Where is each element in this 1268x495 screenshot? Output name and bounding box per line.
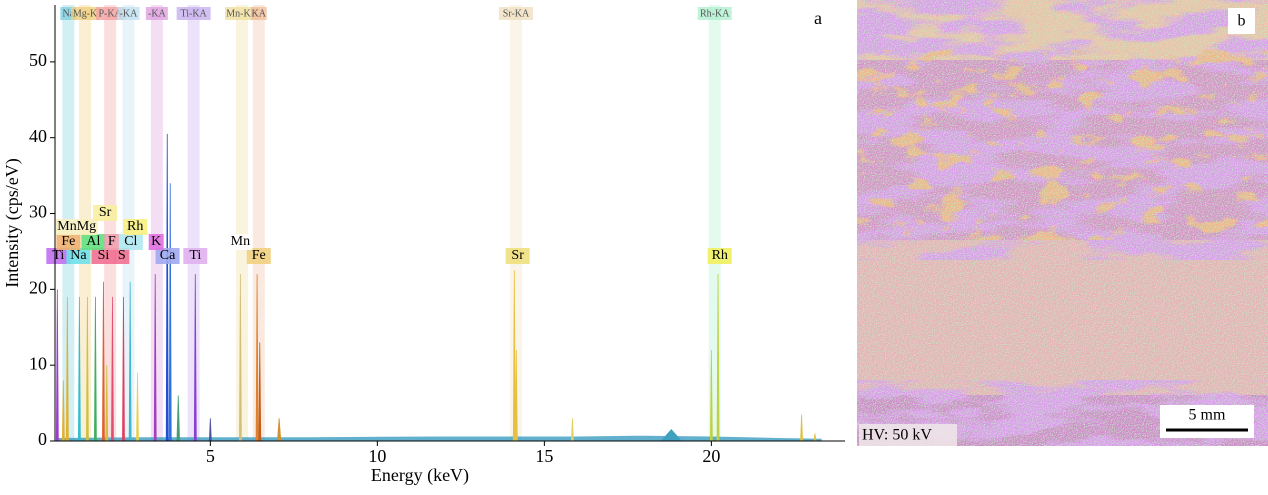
y-tick-label: 40 (29, 126, 47, 146)
element-label: Al (86, 234, 100, 249)
y-tick-label: 50 (29, 50, 47, 70)
line-label-box (145, 7, 168, 20)
element-label-box (148, 234, 164, 250)
element-label-box (123, 219, 148, 235)
element-label: Mn (231, 234, 250, 249)
line-label: Ti-KA (180, 8, 207, 19)
line-label-box (225, 7, 260, 20)
element-label-box (93, 205, 118, 221)
line-label-box (250, 7, 267, 20)
y-tick-label: 20 (29, 277, 47, 297)
line-label: Na (63, 8, 75, 19)
element-label: F (108, 234, 116, 249)
y-tick-label: 30 (29, 202, 47, 222)
element-label: Ti (52, 248, 64, 263)
element-label-box (155, 248, 180, 264)
line-label: Rh-KA (700, 8, 730, 19)
y-tick-label: 0 (38, 429, 47, 449)
line-band (150, 5, 163, 441)
peak (813, 433, 817, 442)
line-label: P-KA (98, 8, 122, 19)
element-label-box (707, 248, 732, 264)
peak (136, 372, 139, 442)
panel-label: b (1238, 13, 1246, 30)
element-label-box (228, 234, 253, 250)
y-axis-title: Intensity (cps/eV) (2, 158, 23, 287)
peak (800, 414, 803, 442)
element-label-box (55, 219, 98, 235)
element-label: Sr (511, 248, 524, 263)
line-label-box (117, 7, 140, 20)
peak (277, 418, 282, 442)
x-axis-title: Energy (keV) (371, 465, 469, 486)
element-label: Cl (124, 234, 137, 249)
element-label: Rh (127, 219, 143, 234)
peak (55, 289, 59, 442)
element-label: Ca (160, 248, 176, 263)
element-label: MnMg (57, 219, 96, 234)
peak (571, 418, 574, 442)
element-label: K (151, 234, 161, 249)
element-label-box (118, 234, 143, 250)
annotation-box (859, 424, 957, 446)
element-label-box (56, 234, 81, 250)
element-label-box (104, 234, 120, 250)
line-band (236, 5, 249, 441)
peak (660, 429, 683, 442)
line-band (252, 5, 265, 441)
background-area (56, 435, 822, 441)
scale-bar-label: 5 mm (1189, 407, 1226, 424)
peak (168, 183, 172, 442)
line-label-box (697, 7, 732, 20)
line-label: KA (252, 8, 267, 19)
element-label: Na (70, 248, 87, 263)
element-label-box (246, 248, 271, 264)
x-tick-label: 20 (702, 446, 720, 466)
line-band (509, 5, 522, 441)
scale-bar-box (1160, 405, 1254, 438)
element-map: b HV: 50 kV 5 mm (857, 0, 1268, 446)
x-tick-label: 15 (535, 446, 553, 466)
x-tick-label: 10 (368, 446, 386, 466)
line-label: Mg-K (73, 8, 98, 19)
element-label-box (91, 248, 116, 264)
element-label-box (114, 248, 130, 264)
peak (94, 296, 97, 442)
element-label: Fe (252, 248, 266, 263)
element-label: Ti (189, 248, 201, 263)
panel-label: a (814, 8, 822, 28)
element-label: Si (98, 248, 110, 263)
element-label-box (46, 248, 71, 264)
line-label: Mn-KA (226, 8, 258, 19)
line-label: -KA (148, 8, 167, 19)
peak (208, 418, 212, 442)
element-label: Rh (712, 248, 728, 263)
line-label-box (498, 7, 533, 20)
line-label-box (71, 7, 100, 20)
element-label-box (183, 248, 208, 264)
line-label-box (96, 7, 125, 20)
line-band (187, 5, 200, 441)
peak (165, 133, 169, 442)
element-label: S (118, 248, 126, 263)
peak (176, 395, 181, 442)
x-tick-label: 5 (206, 446, 215, 466)
annotation: HV: 50 kV (862, 427, 932, 444)
element-label-box (81, 234, 106, 250)
map-grain (857, 0, 1268, 446)
line-label: Sr-KA (503, 8, 530, 19)
element-label-box (66, 248, 91, 264)
line-label: -KA (120, 8, 139, 19)
element-label-box (505, 248, 530, 264)
y-tick-label: 10 (29, 353, 47, 373)
line-band (104, 5, 117, 441)
element-label: Sr (99, 205, 112, 220)
element-label: Fe (61, 234, 75, 249)
line-label-box (176, 7, 211, 20)
panel-label-box (1228, 8, 1255, 34)
